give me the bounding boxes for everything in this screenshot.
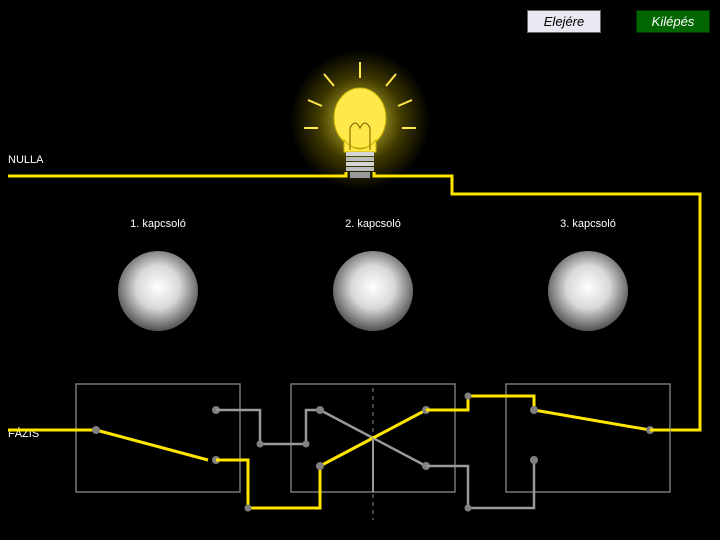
- bulb-base: [346, 152, 374, 178]
- wire-nulla: [8, 172, 346, 176]
- circuit-diagram: [0, 0, 720, 540]
- traveller-1-bot: [216, 460, 320, 508]
- switch-3-knob: [546, 235, 630, 347]
- traveller-2-top-active: [426, 396, 534, 410]
- sw3-blade-active: [534, 410, 650, 430]
- switch-1-knob: [116, 235, 200, 347]
- sw1-blade-active: [96, 430, 208, 460]
- switch-3-box: [506, 384, 670, 492]
- bulb-icon: [334, 88, 386, 148]
- wire-bulb-to-sw3: [374, 172, 700, 430]
- traveller-2-bot: [426, 460, 534, 508]
- traveller-1-top: [216, 410, 320, 444]
- switch-2-knob: [331, 235, 415, 347]
- switch-1-box: [76, 384, 240, 492]
